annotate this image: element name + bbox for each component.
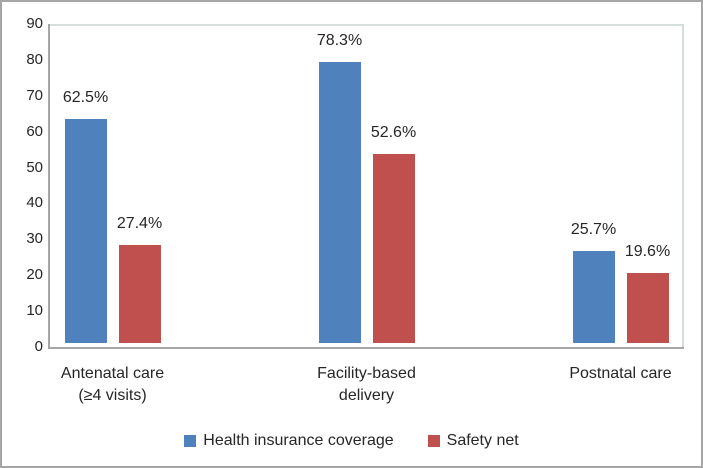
bar-value-label: 27.4% (116, 215, 163, 232)
legend-label: Health insurance coverage (203, 432, 394, 449)
legend-item-health-insurance-coverage: Health insurance coverage (184, 431, 394, 450)
category-label: Facility-based delivery (317, 365, 416, 404)
bar-safety-net (626, 273, 669, 343)
y-tick-label: 70 (26, 87, 43, 104)
y-tick-label: 90 (26, 15, 43, 32)
bar-safety-net (118, 245, 161, 343)
y-axis-line (48, 24, 50, 349)
y-tick-label: 0 (34, 338, 43, 355)
bar-value-label: 25.7% (570, 221, 617, 238)
y-tick-label: 10 (26, 302, 43, 319)
y-tick-label: 40 (26, 194, 43, 211)
bar-health-insurance-coverage (572, 251, 615, 343)
bar-value-label: 62.5% (62, 89, 109, 106)
category-label: Postnatal care (569, 365, 672, 382)
y-tick-label: 80 (26, 51, 43, 68)
bar-health-insurance-coverage (64, 119, 107, 343)
y-tick-label: 60 (26, 123, 43, 140)
legend-item-safety-net: Safety net (427, 431, 519, 450)
category-label: Antenatal care (≥4 visits) (60, 365, 165, 404)
legend-label: Safety net (446, 432, 519, 449)
bar-value-label: 52.6% (370, 124, 417, 141)
legend-swatch-icon (184, 434, 197, 447)
bar-value-label: 19.6% (624, 243, 671, 260)
bar-health-insurance-coverage (318, 62, 361, 343)
bar-safety-net (372, 154, 415, 343)
x-axis-line (48, 347, 684, 349)
y-tick-label: 30 (26, 230, 43, 247)
plot-area (50, 24, 684, 347)
y-tick-label: 20 (26, 266, 43, 283)
legend-swatch-icon (427, 434, 440, 447)
bar-value-label: 78.3% (316, 32, 363, 49)
y-tick-label: 50 (26, 159, 43, 176)
legend: Health insurance coverage Safety net (2, 431, 701, 450)
